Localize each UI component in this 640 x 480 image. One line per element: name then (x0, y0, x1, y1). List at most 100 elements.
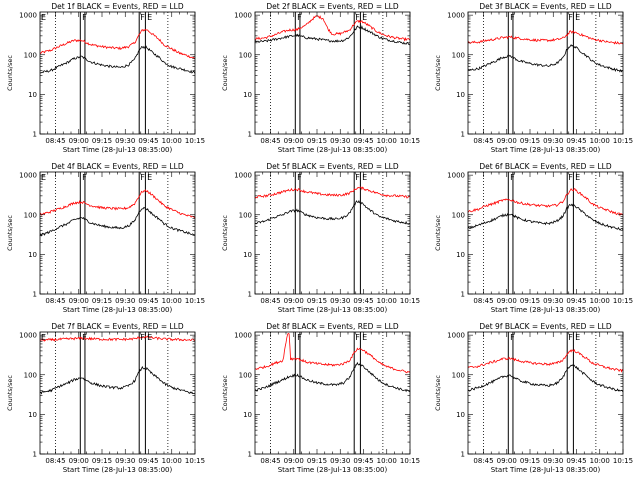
x-tick-label: 10:15 (400, 137, 420, 145)
x-tick-label: 10:00 (377, 297, 397, 305)
region-marker: E (362, 333, 367, 342)
region-marker: E (147, 173, 152, 182)
y-tick-label: 1 (461, 291, 465, 299)
x-tick-label: 08:45 (260, 457, 280, 465)
x-tick-label: 09:45 (353, 297, 373, 305)
x-tick-label: 09:45 (353, 457, 373, 465)
x-tick-label: 09:15 (307, 457, 327, 465)
x-tick-label: 09:00 (69, 137, 89, 145)
region-marker: E (41, 173, 46, 182)
region-marker: E (147, 13, 152, 22)
series-line-lld (467, 348, 624, 373)
y-tick-label: 1 (33, 291, 37, 299)
y-tick-label: 10 (456, 91, 465, 99)
series-line-lld (39, 28, 196, 59)
detector-chart-1: Det 1f BLACK = Events, RED = LLD 1 10 100 10… (6, 2, 205, 154)
y-axis-label: Counts/sec (6, 55, 14, 91)
x-tick-label: 10:00 (162, 297, 182, 305)
y-tick-label: 100 (24, 371, 37, 379)
y-tick-label: 1000 (234, 332, 252, 340)
y-tick-label: 10 (28, 251, 37, 259)
series-line-events (39, 45, 196, 74)
region-marker: F (82, 333, 87, 342)
detector-chart-3: Det 3f BLACK = Events, RED = LLD 1 10 100 10… (434, 2, 633, 154)
chart-title: Det 3f BLACK = Events, RED = LLD (479, 2, 612, 11)
x-axis-label: Start Time (28-Jul-13 08:35:00) (63, 466, 173, 474)
series-line-lld (254, 15, 411, 42)
plot-frame (254, 331, 411, 455)
x-tick-label: 09:30 (115, 297, 135, 305)
region-marker: F (297, 173, 302, 182)
y-tick-label: 1 (461, 131, 465, 139)
x-tick-label: 09:45 (138, 297, 158, 305)
x-tick-label: 09:30 (115, 457, 135, 465)
x-tick-label: 09:30 (330, 297, 350, 305)
y-tick-label: 1 (248, 131, 252, 139)
detector-chart-8: Det 8f BLACK = Events, RED = LLD 1 10 100 10… (221, 322, 420, 474)
x-tick-label: 09:15 (92, 297, 112, 305)
chart-title: Det 9f BLACK = Events, RED = LLD (479, 322, 612, 331)
y-tick-label: 1000 (447, 172, 465, 180)
series-line-events (254, 199, 411, 225)
region-marker: F (510, 13, 515, 22)
x-tick-label: 09:30 (330, 457, 350, 465)
x-tick-label: 09:15 (307, 297, 327, 305)
detector-chart-7: Det 7f BLACK = Events, RED = LLD 1 10 100 10… (6, 322, 205, 474)
region-marker: F (355, 13, 360, 22)
y-tick-label: 1 (33, 131, 37, 139)
series-line-lld (467, 30, 624, 45)
y-tick-label: 1 (461, 451, 465, 459)
y-tick-label: 1 (248, 451, 252, 459)
x-axis-label: Start Time (28-Jul-13 08:35:00) (491, 146, 601, 154)
y-tick-label: 10 (456, 411, 465, 419)
x-tick-label: 09:15 (92, 457, 112, 465)
y-axis-label: Counts/sec (6, 215, 14, 251)
series-line-events (467, 364, 624, 393)
x-tick-label: 09:45 (138, 457, 158, 465)
y-tick-label: 10 (243, 91, 252, 99)
region-marker: E (362, 173, 367, 182)
region-marker: F (82, 13, 87, 22)
y-tick-label: 10 (28, 91, 37, 99)
x-tick-label: 10:15 (185, 137, 205, 145)
x-tick-label: 10:15 (613, 297, 633, 305)
region-marker: F (297, 333, 302, 342)
x-tick-label: 09:00 (284, 137, 304, 145)
x-tick-label: 08:45 (45, 297, 65, 305)
x-tick-label: 08:45 (45, 137, 65, 145)
series-line-events (39, 206, 196, 237)
x-tick-label: 08:45 (473, 137, 493, 145)
plot-frame (254, 171, 411, 295)
y-tick-label: 1000 (234, 172, 252, 180)
y-tick-label: 100 (239, 211, 252, 219)
region-marker: F (140, 333, 145, 342)
y-tick-label: 10 (28, 411, 37, 419)
detector-chart-5: Det 5f BLACK = Events, RED = LLD 1 10 100 10… (221, 162, 420, 314)
plot-frame (467, 171, 624, 295)
x-tick-label: 08:45 (260, 137, 280, 145)
x-tick-label: 10:15 (400, 457, 420, 465)
y-axis-label: Counts/sec (6, 375, 14, 411)
x-tick-label: 10:00 (377, 137, 397, 145)
region-marker: F (355, 173, 360, 182)
y-axis-label: Counts/sec (434, 375, 442, 411)
y-tick-label: 1 (33, 451, 37, 459)
region-marker: F (510, 333, 515, 342)
series-line-events (467, 203, 624, 231)
y-tick-label: 100 (452, 371, 465, 379)
x-tick-label: 09:30 (330, 137, 350, 145)
y-axis-label: Counts/sec (434, 55, 442, 91)
y-tick-label: 1000 (19, 12, 37, 20)
x-tick-label: 10:00 (162, 137, 182, 145)
detector-chart-6: Det 6f BLACK = Events, RED = LLD 1 10 100 10… (434, 162, 633, 314)
x-tick-label: 08:45 (473, 297, 493, 305)
x-tick-label: 09:30 (543, 297, 563, 305)
y-tick-label: 1000 (19, 332, 37, 340)
detector-chart-9: Det 9f BLACK = Events, RED = LLD 1 10 100 10… (434, 322, 633, 474)
region-marker: F (140, 173, 145, 182)
region-marker: F (355, 333, 360, 342)
plot-frame (254, 11, 411, 135)
chart-title: Det 5f BLACK = Events, RED = LLD (266, 162, 399, 171)
y-tick-label: 10 (243, 251, 252, 259)
x-axis-label: Start Time (28-Jul-13 08:35:00) (63, 146, 173, 154)
